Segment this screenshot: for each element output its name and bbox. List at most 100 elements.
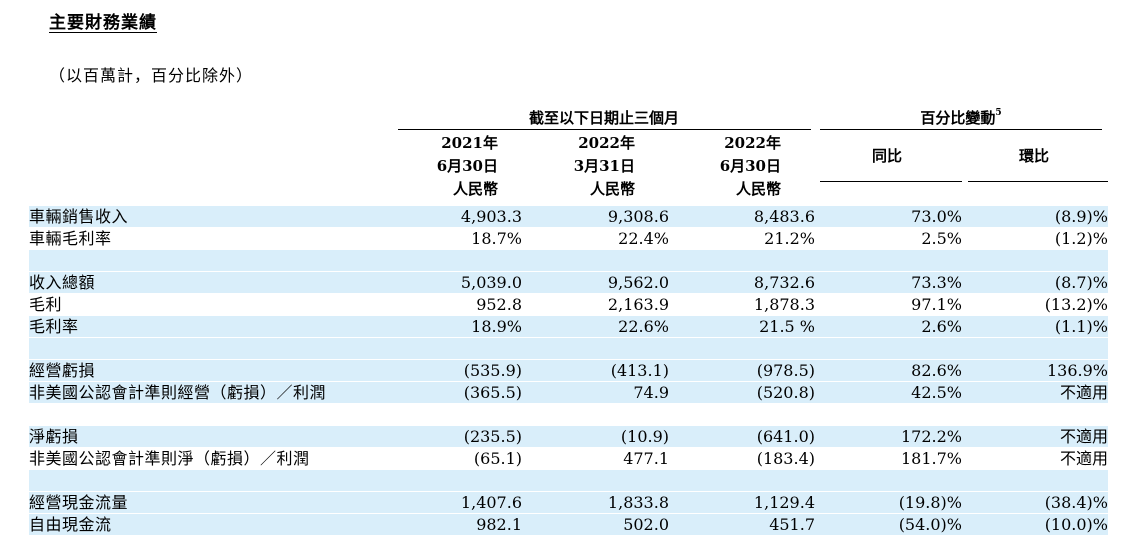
- value-yoy: 2.5%: [921, 229, 962, 248]
- row-label: 非美國公認會計準則經營（虧損）／利潤: [29, 383, 327, 402]
- column-year: 2022年: [724, 134, 781, 152]
- table-row: 淨虧損 (235.5) (10.9) (641.0) 172.2% 不適用: [29, 426, 1108, 447]
- row-label: 非美國公認會計準則淨（虧損）／利潤: [29, 449, 310, 468]
- column-currency: 人民幣: [452, 180, 498, 198]
- value-2022-03-31: 1,833.8: [607, 493, 669, 512]
- column-date: 6月30日: [719, 157, 781, 175]
- value-yoy: 181.7%: [900, 449, 962, 468]
- value-2021-06-30: (65.1): [473, 449, 522, 468]
- value-qoq: (13.2)%: [1044, 295, 1108, 314]
- table-row: 經營虧損 (535.9) (413.1) (978.5) 82.6% 136.9…: [29, 360, 1108, 381]
- value-2021-06-30: 952.8: [476, 295, 522, 314]
- value-2021-06-30: 4,903.3: [460, 207, 522, 226]
- row-label: 車輛毛利率: [29, 229, 112, 248]
- value-2022-03-31: (413.1): [610, 361, 669, 380]
- value-2022-03-31: 74.9: [633, 383, 669, 402]
- units-note: （以百萬計，百分比除外）: [49, 66, 254, 85]
- value-2022-06-30: (978.5): [756, 361, 815, 380]
- value-yoy: 97.1%: [911, 295, 962, 314]
- qoq-header-rule: [968, 181, 1108, 182]
- value-qoq: 不適用: [1059, 427, 1108, 446]
- value-2021-06-30: 5,039.0: [460, 273, 522, 292]
- value-2022-03-31: 9,562.0: [607, 273, 669, 292]
- column-currency: 人民幣: [589, 180, 635, 198]
- footnote-marker: 5: [995, 108, 1002, 118]
- change-group-label: 百分比變動: [920, 109, 996, 127]
- column-date: 6月30日: [436, 157, 498, 175]
- period-group-header: 截至以下日期止三個月: [528, 109, 679, 127]
- column-header-2021-06-30: 2021年 6月30日 人民幣: [398, 132, 498, 201]
- value-2022-03-31: (10.9): [620, 427, 669, 446]
- value-2022-03-31: 9,308.6: [607, 207, 669, 226]
- value-yoy: 2.6%: [921, 317, 962, 336]
- column-date: 3月31日: [573, 157, 635, 175]
- value-2022-03-31: 502.0: [623, 515, 669, 534]
- value-2022-03-31: 22.4%: [618, 229, 669, 248]
- spacer-row: [29, 470, 1108, 491]
- table-row: 非美國公認會計準則淨（虧損）／利潤 (65.1) 477.1 (183.4) 1…: [29, 448, 1108, 469]
- value-2021-06-30: 18.9%: [471, 317, 522, 336]
- column-header-2022-06-30: 2022年 6月30日 人民幣: [681, 132, 781, 201]
- value-yoy: (54.0)%: [898, 515, 962, 534]
- value-qoq: (1.2)%: [1054, 229, 1108, 248]
- column-year: 2022年: [578, 134, 635, 152]
- value-qoq: 不適用: [1059, 449, 1108, 468]
- change-group-rule: [820, 129, 1102, 130]
- row-label: 收入總額: [29, 273, 96, 292]
- value-yoy: 73.0%: [911, 207, 962, 226]
- value-yoy: 82.6%: [911, 361, 962, 380]
- value-2022-06-30: (520.8): [756, 383, 815, 402]
- value-2022-06-30: (183.4): [756, 449, 815, 468]
- value-2021-06-30: 1,407.6: [460, 493, 522, 512]
- row-label: 淨虧損: [29, 427, 79, 446]
- column-currency: 人民幣: [735, 180, 781, 198]
- row-label: 自由現金流: [29, 515, 112, 534]
- value-2022-06-30: (641.0): [756, 427, 815, 446]
- value-qoq: (8.7)%: [1054, 273, 1108, 292]
- spacer-row: [29, 338, 1108, 359]
- column-header-qoq: 環比: [1019, 147, 1050, 165]
- spacer-row: [29, 404, 1108, 425]
- value-yoy: 172.2%: [900, 427, 962, 446]
- change-group-header: 百分比變動5: [820, 107, 1102, 128]
- value-2022-06-30: 8,732.6: [753, 273, 815, 292]
- column-year: 2021年: [441, 134, 498, 152]
- value-2022-06-30: 21.5 %: [759, 317, 815, 336]
- value-2021-06-30: 18.7%: [471, 229, 522, 248]
- section-title: 主要財務業績: [49, 13, 157, 33]
- value-2022-06-30: 8,483.6: [753, 207, 815, 226]
- spacer-row: [29, 250, 1108, 271]
- value-2022-06-30: 1,129.4: [753, 493, 815, 512]
- row-label: 毛利率: [29, 317, 79, 336]
- value-2022-03-31: 477.1: [623, 449, 669, 468]
- row-label: 毛利: [29, 295, 63, 314]
- table-row: 自由現金流 982.1 502.0 451.7 (54.0)% (10.0)%: [29, 514, 1108, 535]
- value-qoq: (38.4)%: [1044, 493, 1108, 512]
- value-qoq: 136.9%: [1046, 361, 1108, 380]
- value-qoq: 不適用: [1059, 383, 1108, 402]
- period-group-rule: [398, 129, 811, 130]
- value-2021-06-30: (235.5): [463, 427, 522, 446]
- column-header-yoy: 同比: [872, 147, 903, 165]
- table-row: 車輛毛利率 18.7% 22.4% 21.2% 2.5% (1.2)%: [29, 228, 1108, 249]
- row-label: 經營虧損: [29, 361, 96, 380]
- value-qoq: (8.9)%: [1054, 207, 1108, 226]
- value-2022-06-30: 21.2%: [764, 229, 815, 248]
- table-row: 毛利率 18.9% 22.6% 21.5 % 2.6% (1.1)%: [29, 316, 1108, 337]
- table-row: 收入總額 5,039.0 9,562.0 8,732.6 73.3% (8.7)…: [29, 272, 1108, 293]
- row-label: 車輛銷售收入: [29, 207, 129, 226]
- table-row: 經營現金流量 1,407.6 1,833.8 1,129.4 (19.8)% (…: [29, 492, 1108, 513]
- table-row: 毛利 952.8 2,163.9 1,878.3 97.1% (13.2)%: [29, 294, 1108, 315]
- value-yoy: 42.5%: [911, 383, 962, 402]
- value-2021-06-30: (365.5): [463, 383, 522, 402]
- row-label: 經營現金流量: [29, 493, 129, 512]
- yoy-header-rule: [820, 181, 962, 182]
- value-yoy: (19.8)%: [898, 493, 962, 512]
- column-header-2022-03-31: 2022年 3月31日 人民幣: [535, 132, 635, 201]
- table-row: 車輛銷售收入 4,903.3 9,308.6 8,483.6 73.0% (8.…: [29, 206, 1108, 227]
- value-qoq: (10.0)%: [1044, 515, 1108, 534]
- value-2022-03-31: 2,163.9: [607, 295, 669, 314]
- table-row: 非美國公認會計準則經營（虧損）／利潤 (365.5) 74.9 (520.8) …: [29, 382, 1108, 403]
- value-2021-06-30: (535.9): [463, 361, 522, 380]
- value-2021-06-30: 982.1: [476, 515, 522, 534]
